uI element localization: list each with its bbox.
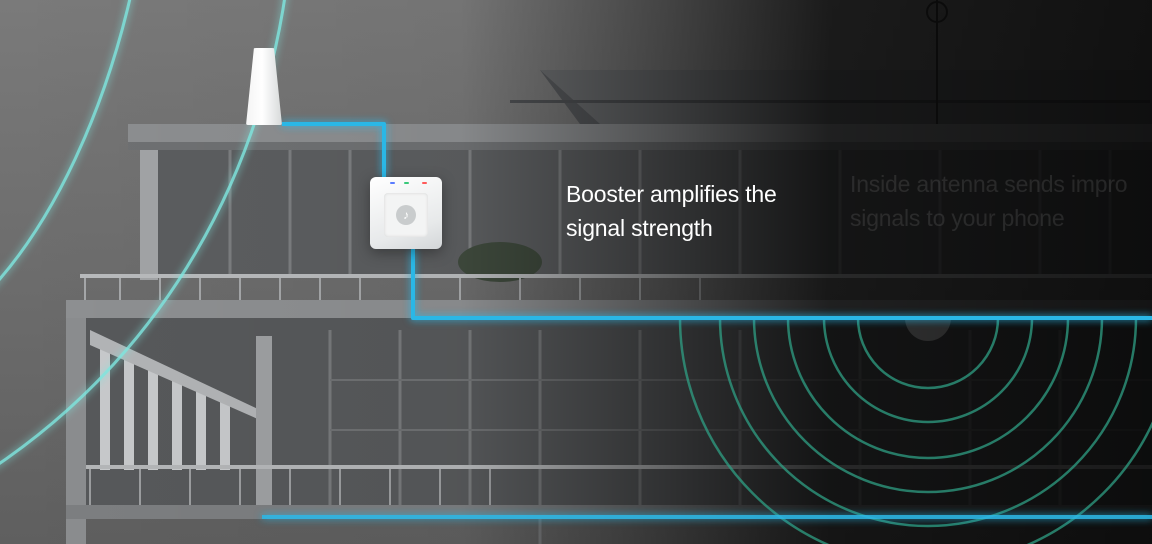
- led-blue-indicator: [390, 182, 395, 184]
- led-red-indicator: [422, 182, 427, 184]
- indoor-signal-waves: [678, 317, 1152, 544]
- booster-callout-line-2: signal strength: [566, 215, 713, 241]
- booster-callout-line-1: Booster amplifies the: [566, 181, 777, 207]
- outdoor-signal-waves: [0, 0, 286, 465]
- led-green-indicator: [404, 182, 409, 184]
- inside-antenna-callout-line-1: Inside antenna sends impro: [850, 171, 1128, 197]
- signal-logo-icon: ♪: [396, 205, 416, 225]
- booster-panel: ♪: [384, 193, 428, 237]
- inside-antenna-callout: Inside antenna sends impro signals to yo…: [850, 167, 1152, 235]
- booster-callout: Booster amplifies the signal strength: [566, 177, 836, 245]
- signal-booster-device: ♪: [370, 177, 442, 249]
- inside-antenna-callout-line-2: signals to your phone: [850, 205, 1065, 231]
- signal-cable: [262, 122, 1152, 519]
